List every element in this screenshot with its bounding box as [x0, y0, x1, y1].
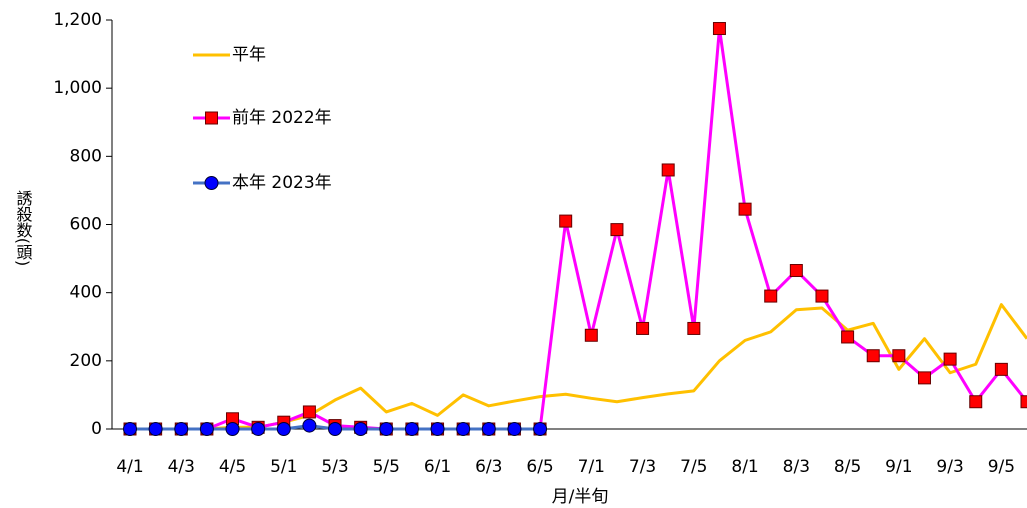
- legend-label: 平年: [232, 45, 266, 65]
- marker: [123, 422, 137, 436]
- x-tick-label: 8/3: [783, 457, 810, 477]
- marker: [764, 289, 778, 303]
- y-tick-label: 200: [70, 351, 102, 371]
- marker: [533, 422, 548, 436]
- marker: [174, 422, 189, 436]
- x-tick-label: 5/1: [270, 457, 297, 477]
- marker: [917, 371, 931, 385]
- legend-label: 本年 2023年: [232, 173, 332, 193]
- y-tick-label: 1,200: [53, 10, 102, 30]
- x-tick-label: 9/1: [885, 457, 912, 477]
- marker: [353, 422, 368, 436]
- legend-marker: [205, 111, 218, 125]
- marker: [507, 422, 522, 436]
- marker: [456, 422, 471, 436]
- marker: [379, 422, 394, 436]
- x-tick-label: 9/5: [988, 457, 1015, 477]
- marker: [404, 422, 419, 436]
- x-tick-label: 6/5: [526, 457, 553, 477]
- x-tick-label: 4/5: [219, 457, 246, 477]
- marker: [302, 405, 316, 419]
- x-tick-label: 8/1: [731, 457, 758, 477]
- x-tick-label: 7/1: [578, 457, 605, 477]
- x-tick-label: 4/3: [168, 457, 195, 477]
- x-tick-label: 6/1: [424, 457, 451, 477]
- marker: [481, 422, 496, 436]
- marker: [559, 214, 573, 228]
- marker: [225, 422, 240, 436]
- marker: [815, 289, 829, 303]
- marker: [1020, 395, 1027, 409]
- marker: [199, 422, 214, 436]
- series-line: [130, 303, 1027, 431]
- x-tick-label: 4/1: [116, 457, 143, 477]
- marker: [687, 321, 701, 335]
- marker: [430, 422, 445, 436]
- marker: [789, 264, 803, 278]
- marker: [738, 202, 752, 216]
- marker: [994, 362, 1008, 376]
- x-tick-label: 9/3: [936, 457, 963, 477]
- marker: [943, 352, 957, 366]
- x-tick-label: 5/3: [321, 457, 348, 477]
- marker: [610, 223, 624, 237]
- x-tick-label: 5/5: [373, 457, 400, 477]
- marker: [584, 328, 598, 342]
- legend-marker: [204, 176, 219, 190]
- marker: [636, 321, 650, 335]
- marker: [302, 418, 317, 433]
- x-tick-label: 8/5: [834, 457, 861, 477]
- marker: [841, 330, 855, 344]
- marker: [251, 422, 266, 436]
- marker: [866, 349, 880, 363]
- y-tick-label: 1,000: [53, 78, 102, 98]
- y-tick-label: 600: [70, 215, 102, 235]
- y-tick-label: 800: [70, 146, 102, 166]
- x-axis-label: 月/半旬: [552, 487, 609, 507]
- marker: [328, 422, 343, 436]
- marker: [276, 422, 291, 436]
- x-tick-label: 7/3: [629, 457, 656, 477]
- marker: [661, 163, 675, 177]
- x-tick-label: 7/5: [680, 457, 707, 477]
- y-tick-label: 400: [70, 283, 102, 303]
- marker: [712, 22, 726, 36]
- marker: [148, 422, 163, 436]
- y-axis-label: 誘殺数(頭): [14, 190, 33, 266]
- series-line: [130, 27, 1027, 431]
- y-tick-label: 0: [91, 419, 102, 439]
- marker: [892, 349, 906, 363]
- x-tick-label: 6/3: [475, 457, 502, 477]
- marker: [969, 395, 983, 409]
- legend-label: 前年 2022年: [232, 108, 332, 128]
